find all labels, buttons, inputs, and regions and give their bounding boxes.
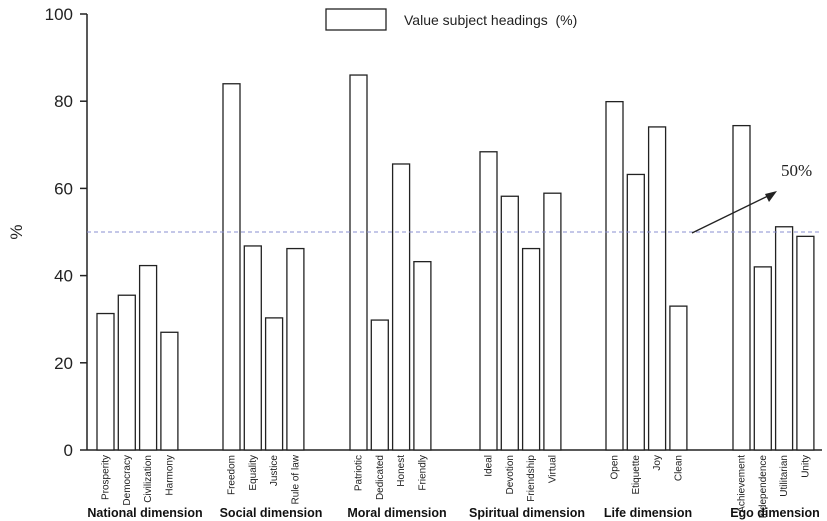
y-axis-label: %	[7, 224, 26, 239]
category-label: Unity	[800, 455, 811, 478]
bar	[626, 173, 645, 451]
bar	[796, 235, 815, 451]
legend-label: Value subject headings (%)	[404, 12, 577, 28]
category-label: Devotion	[505, 455, 516, 494]
y-tick-label: 60	[54, 179, 73, 198]
legend: Value subject headings (%)	[325, 8, 577, 31]
bar	[286, 247, 305, 451]
bar	[774, 226, 794, 451]
bar	[732, 124, 751, 451]
legend-swatch	[325, 8, 387, 31]
group-label: Spiritual dimension	[469, 506, 585, 520]
category-label: Virtual	[547, 455, 558, 483]
arrow-head-icon	[765, 191, 777, 202]
bar	[370, 319, 389, 451]
bar	[753, 266, 772, 451]
bar	[117, 294, 136, 451]
bar	[264, 317, 284, 451]
labels: Prosperity Democracy Civilization Harmony Na…	[87, 454, 819, 520]
y-tick-label: 80	[54, 92, 73, 111]
category-label: Democracy	[122, 455, 133, 506]
group-label: Life dimension	[604, 506, 692, 520]
y-tick-label: 100	[45, 5, 73, 24]
category-label: Rule of law	[290, 454, 301, 504]
category-label: Independence	[758, 455, 769, 519]
category-label: Honest	[396, 455, 407, 487]
category-label: Open	[610, 455, 621, 479]
annotation: 50%	[87, 161, 822, 234]
bar	[413, 260, 432, 451]
arrow-line	[691, 194, 771, 234]
group-label: Social dimension	[220, 506, 323, 520]
category-label: Freedom	[227, 455, 238, 495]
bar	[543, 192, 562, 451]
y-tick-label: 20	[54, 354, 73, 373]
bar	[349, 74, 368, 451]
y-tick-label: 0	[64, 441, 73, 460]
bar	[243, 245, 262, 451]
category-label: Civilization	[143, 455, 154, 503]
y-tick-label: 40	[54, 267, 73, 286]
bar	[605, 100, 624, 451]
bar	[160, 331, 179, 451]
bar	[479, 151, 498, 451]
category-label: Harmony	[164, 455, 175, 496]
category-label: Achievement	[737, 455, 748, 513]
bar	[500, 195, 519, 451]
group-label: National dimension	[87, 506, 202, 520]
category-label: Utilitarian	[779, 455, 790, 497]
category-label: Friendly	[417, 455, 428, 491]
category-label: Justice	[269, 455, 280, 487]
bar	[222, 83, 241, 451]
bars	[96, 74, 815, 451]
reference-label: 50%	[781, 161, 812, 180]
category-label: Ideal	[484, 455, 495, 477]
category-label: Dedicated	[375, 455, 386, 500]
category-label: Prosperity	[101, 455, 112, 500]
bar	[391, 163, 411, 451]
bar	[138, 264, 158, 451]
bar	[669, 305, 688, 451]
category-label: Patriotic	[354, 455, 365, 491]
category-label: Friendship	[526, 455, 537, 502]
category-label: Joy	[652, 455, 663, 471]
bar	[521, 247, 541, 451]
bar	[647, 126, 667, 451]
group-label: Moral dimension	[347, 506, 446, 520]
axes: 0 20 40 60 80 100%	[7, 5, 822, 460]
category-label: Etiquette	[631, 455, 642, 495]
category-label: Equality	[248, 455, 259, 491]
category-label: Clean	[673, 455, 684, 481]
bar	[96, 312, 115, 451]
group-label: Ego dimension	[730, 506, 820, 520]
